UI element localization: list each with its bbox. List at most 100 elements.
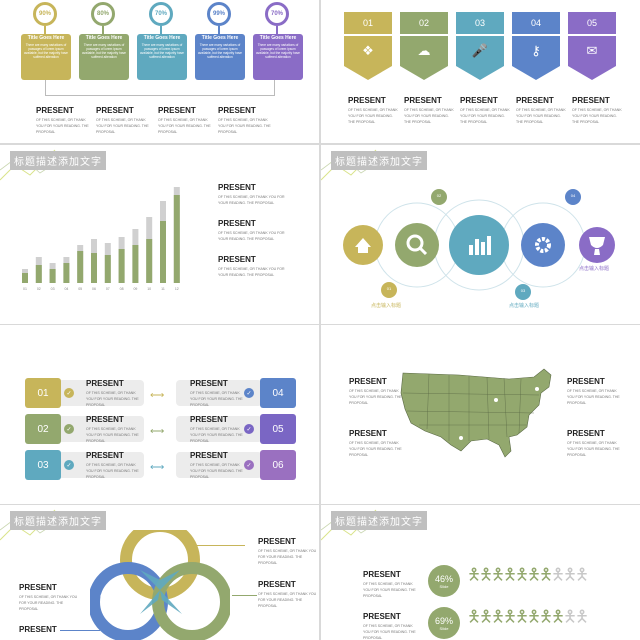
present-title: PRESENT <box>218 255 256 264</box>
step-title: Title Goes Here <box>85 35 123 41</box>
present-desc: OF THIS SCHEME, OR THANK YOU FOR YOUR RE… <box>190 391 243 407</box>
present-title: PRESENT <box>460 96 498 105</box>
slide-people-stats[interactable]: 标题描述添加文字 PRESENT OF THIS SCHEME, OR THANK… <box>321 505 640 640</box>
present-title: PRESENT <box>348 96 386 105</box>
person-icon: 🯅 <box>527 609 542 626</box>
search-icon <box>406 234 424 252</box>
present-desc: OF THIS SCHEME, OR THANK YOU FOR YOUR RE… <box>516 108 566 124</box>
present-title: PRESENT <box>349 429 387 438</box>
slide-process-steps[interactable]: 90% Title Goes Here There are many variati… <box>0 0 319 143</box>
person-icon: 🯅 <box>551 609 566 626</box>
check-icon: ✓ <box>244 460 254 470</box>
step-card[interactable]: Title Goes Here There are many variations… <box>79 34 129 80</box>
step-text: There are many variations of passages of… <box>24 43 68 59</box>
slide-circle-flow[interactable]: 标题描述添加文字 02 01 03 04 点击输入标题 点击输入标题 点击输入标… <box>321 145 640 324</box>
tick-label: 04 <box>64 287 68 291</box>
percent-value: 80% <box>96 11 109 17</box>
step-card[interactable]: Title Goes Here There are many variations… <box>195 34 245 80</box>
cloud-upload-icon: ☁ <box>417 43 431 58</box>
percent-value: 99% <box>212 11 225 17</box>
bar-value <box>146 239 153 283</box>
step-title: Title Goes Here <box>143 35 181 41</box>
interlocking-rings-graphic <box>90 530 230 640</box>
number-tag[interactable]: 05 ✉ <box>568 12 616 82</box>
list-number: 01 <box>25 378 61 408</box>
caption-right: 点击输入标题 <box>579 266 610 272</box>
present-desc: OF THIS SCHEME, OR THANK YOU FOR YOUR RE… <box>96 118 149 134</box>
number-tag[interactable]: 04 ⚷ <box>512 12 560 82</box>
slide-circular-graphic[interactable]: 标题描述添加文字 01 02 03 PRESENT OF THIS SCHEME… <box>0 505 319 640</box>
check-icon: ✓ <box>244 424 254 434</box>
caption-left: 点击输入标题 <box>371 303 402 309</box>
present-title: PRESENT <box>218 219 256 228</box>
search-node[interactable] <box>395 223 439 267</box>
node-number-01: 01 <box>386 286 392 291</box>
present-desc: OF THIS SCHEME, OR THANK YOU FOR YOUR RE… <box>218 195 285 205</box>
gear-node[interactable] <box>521 223 565 267</box>
present-title: PRESENT <box>36 106 74 115</box>
percent-circle: 69% Slide <box>428 607 460 639</box>
present-desc: OF THIS SCHEME, OR THANK YOU FOR YOUR RE… <box>363 582 416 598</box>
double-arrow-icon: ⟷ <box>150 426 165 437</box>
present-title: PRESENT <box>158 106 196 115</box>
present-desc: OF THIS SCHEME, OR THANK YOU FOR YOUR RE… <box>460 108 510 124</box>
bar-value <box>63 263 70 283</box>
step-card[interactable]: Title Goes Here There are many variations… <box>253 34 303 80</box>
ring-label-01: 01 <box>156 536 164 543</box>
caption-middle: 点击输入标题 <box>509 303 540 309</box>
slide-numbered-list[interactable]: 01 ✓ PRESENT OF THIS SCHEME, OR THANK YOU F… <box>0 325 319 504</box>
step-title: Title Goes Here <box>201 35 239 41</box>
slide-usa-map[interactable]: PRESENT OF THIS SCHEME, OR THANK YOU FOR … <box>321 325 640 504</box>
double-arrow-icon: ⟷ <box>150 390 165 401</box>
ring-label-02: 02 <box>100 594 108 601</box>
present-desc: OF THIS SCHEME, OR THANK YOU FOR YOUR RE… <box>86 463 139 479</box>
present-desc: OF THIS SCHEME, OR THANK YOU FOR YOUR RE… <box>36 118 89 134</box>
bar-value <box>173 195 180 283</box>
present-title: PRESENT <box>218 106 256 115</box>
step-text: There are many variations of passages of… <box>256 43 300 59</box>
percent-sub: Slide <box>439 583 449 589</box>
percent-pin: 99% <box>207 2 231 26</box>
slide-bar-chart[interactable]: 标题描述添加文字 01 02 03 04 05 06 07 08 09 10 11 12 PRESEN… <box>0 145 319 324</box>
tag-number: 03 <box>456 12 504 34</box>
list-number: 04 <box>260 378 296 408</box>
person-icon: 🯅 <box>479 567 494 584</box>
tick-label: 03 <box>51 287 55 291</box>
percent-sub: Slide <box>439 625 449 631</box>
home-icon <box>355 238 371 253</box>
check-icon: ✓ <box>244 388 254 398</box>
present-desc: OF THIS SCHEME, OR THANK YOU FOR YOUR RE… <box>218 231 285 241</box>
present-desc: OF THIS SCHEME, OR THANK YOU FOR YOUR RE… <box>190 463 243 479</box>
person-icon: 🯅 <box>563 567 578 584</box>
step-card[interactable]: Title Goes Here There are many variations… <box>21 34 71 80</box>
present-desc: OF THIS SCHEME, OR THANK YOU FOR YOUR RE… <box>348 108 398 124</box>
percent-value: 69% <box>434 615 453 626</box>
present-title: PRESENT <box>404 96 442 105</box>
slide-icon-tags[interactable]: 01 ❖ PRESENT OF THIS SCHEME, OR THANK YOU F… <box>321 0 640 143</box>
list-number: 02 <box>25 414 61 444</box>
tick-label: 07 <box>106 287 110 291</box>
bar-value <box>49 269 56 283</box>
gear-icon <box>535 237 551 253</box>
present-desc: OF THIS SCHEME, OR THANK YOU FOR YOUR RE… <box>218 118 271 134</box>
person-icon: 🯅 <box>503 567 518 584</box>
present-desc: OF THIS SCHEME, OR THANK YOU FOR YOUR RE… <box>349 389 402 405</box>
check-icon: ✓ <box>64 460 74 470</box>
present-desc: OF THIS SCHEME, OR THANK YOU FOR YOUR RE… <box>404 108 454 124</box>
bar-value <box>118 249 125 283</box>
number-tag[interactable]: 01 ❖ <box>344 12 392 82</box>
bar-value <box>132 245 139 283</box>
dropbox-icon: ❖ <box>362 43 374 58</box>
present-title: PRESENT <box>86 379 124 388</box>
present-title: PRESENT <box>363 570 401 579</box>
step-card[interactable]: Title Goes Here There are many variations… <box>137 34 187 80</box>
number-tag[interactable]: 02 ☁ <box>400 12 448 82</box>
number-tag[interactable]: 03 🎤 <box>456 12 504 82</box>
tick-label: 06 <box>92 287 96 291</box>
tag-number: 05 <box>568 12 616 34</box>
trophy-icon <box>589 237 605 255</box>
tick-label: 08 <box>120 287 124 291</box>
present-desc: OF THIS SCHEME, OR THANK YOU FOR YOUR RE… <box>567 441 620 457</box>
person-icon: 🯅 <box>575 567 590 584</box>
tick-label: 12 <box>175 287 179 291</box>
